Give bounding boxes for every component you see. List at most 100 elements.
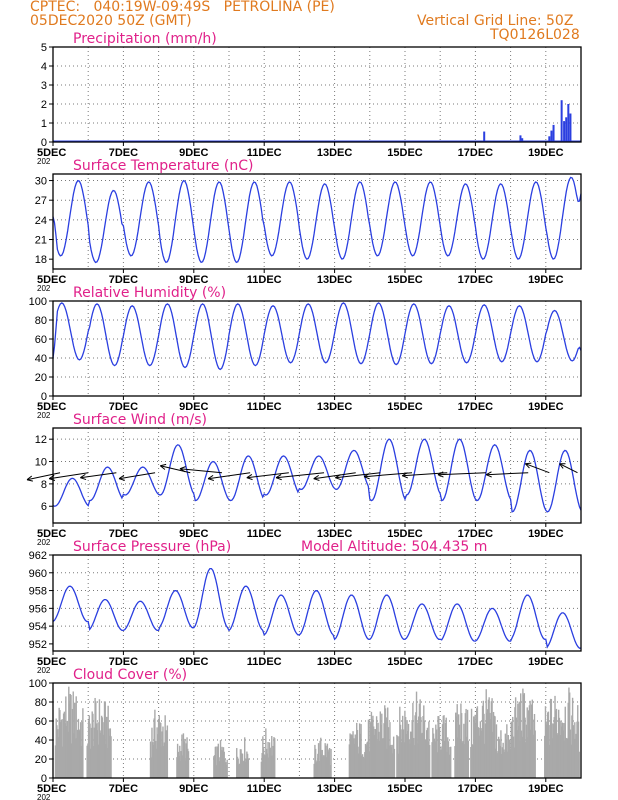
cloud-bar [455,712,457,778]
cloud-bar [558,717,561,778]
cloud-bar [504,733,507,778]
cloud-bar [352,731,354,778]
x-tick-label: 17DEC [458,783,494,795]
cloud-bar [110,736,112,778]
cloud-bar [404,716,407,778]
cloud-bar [457,714,460,778]
x-tick-label: 19DEC [528,274,564,286]
cloud-bar [577,721,580,778]
cloud-bar [225,762,227,778]
cloud-bar [68,686,70,778]
cloud-bar [153,718,155,778]
panel-frame [52,46,582,143]
x-tick-label: 13DEC [317,783,353,795]
cloud-bar [213,756,215,778]
x-tick-label: 17DEC [458,528,494,540]
cloud-bar [269,747,271,778]
precip-bar [565,117,568,142]
y-tick-label: 27 [35,195,47,207]
x-tick-label: 5DEC [37,274,66,286]
cloud-bar [497,751,499,778]
cloud-bar [90,748,92,778]
x-year-label: 202 [37,157,51,166]
cloud-bar [423,705,425,778]
wind-vector [363,472,413,478]
x-tick-label: 7DEC [109,528,138,540]
cloud-bar [553,717,555,778]
cloud-bar [86,745,88,778]
y-tick-label: 954 [29,621,47,633]
header-grid-note: Vertical Grid Line: 50Z [417,13,574,29]
x-tick-label: 13DEC [317,274,353,286]
cloud-bar [381,713,383,778]
cloud-bar [532,719,534,778]
cloud-bar [89,723,91,778]
cloud-bar [476,706,479,778]
x-tick-label: 19DEC [528,783,564,795]
cloud-bar [270,755,272,778]
cloud-bar [386,748,388,778]
cloud-bar [509,739,511,778]
cloud-bar [562,730,564,778]
cloud-bar [351,735,354,778]
cloud-bar [181,755,184,778]
cloud-bar [328,747,331,778]
cloud-bar [177,751,180,778]
cloud-bar [76,729,79,778]
x-tick-label: 11DEC [247,401,282,413]
cloud-bar [87,744,89,778]
cloud-bar [355,738,357,778]
wind-vector [559,463,578,474]
cloud-bar [433,738,436,778]
cloud-bar [549,744,551,778]
cloud-bar [380,724,382,778]
cloud-bar [74,738,77,778]
cloud-bar [323,755,325,778]
cloud-bar [418,716,420,778]
cloud-bar [410,731,412,778]
cloud-bar [434,741,436,778]
cloud-bar [99,732,101,778]
wind-vector-head [179,466,186,473]
y-tick-label: 10 [35,457,47,469]
cloud-bar [354,734,356,778]
cloud-bar [80,745,83,778]
y-tick-label: 40 [35,735,47,747]
wind-vector-head [524,462,532,469]
cloud-bar [268,757,270,778]
cloud-bar [578,751,580,778]
cloud-bar [569,729,572,778]
cloud-bar [320,737,322,778]
cloud-bar [59,722,62,778]
cloud-bar [316,760,318,778]
cloud-bar [547,711,550,778]
cloud-bar [225,764,228,778]
cloud-bar [530,729,532,778]
wind-vector-head [26,475,33,482]
cloud-bar [348,744,351,778]
cloud-bar [456,704,458,778]
cloud-bar [328,749,330,778]
cloud-bar [515,717,518,778]
cloud-bar [494,716,496,778]
wind-vector [486,472,529,476]
cloud-bar [466,736,468,778]
cloud-bar [220,750,222,778]
cloud-bar [571,697,574,778]
precip-bar [552,124,555,142]
cloud-bar [439,749,441,778]
cloud-bar [183,741,185,778]
cloud-bar [375,716,378,778]
x-tick-label: 5DEC [37,147,66,159]
cloud-bar [400,742,402,778]
cloud-bar [387,727,390,778]
cloud-bar [180,751,182,778]
cloud-bar [493,715,495,778]
cloud-bar [242,761,244,778]
y-tick-label: 60 [35,334,47,346]
y-tick-label: 4 [41,61,47,73]
cloud-bar [176,743,179,778]
cloud-bar [103,701,106,778]
cloud-bar [435,729,438,778]
cloud-bar [525,742,527,778]
